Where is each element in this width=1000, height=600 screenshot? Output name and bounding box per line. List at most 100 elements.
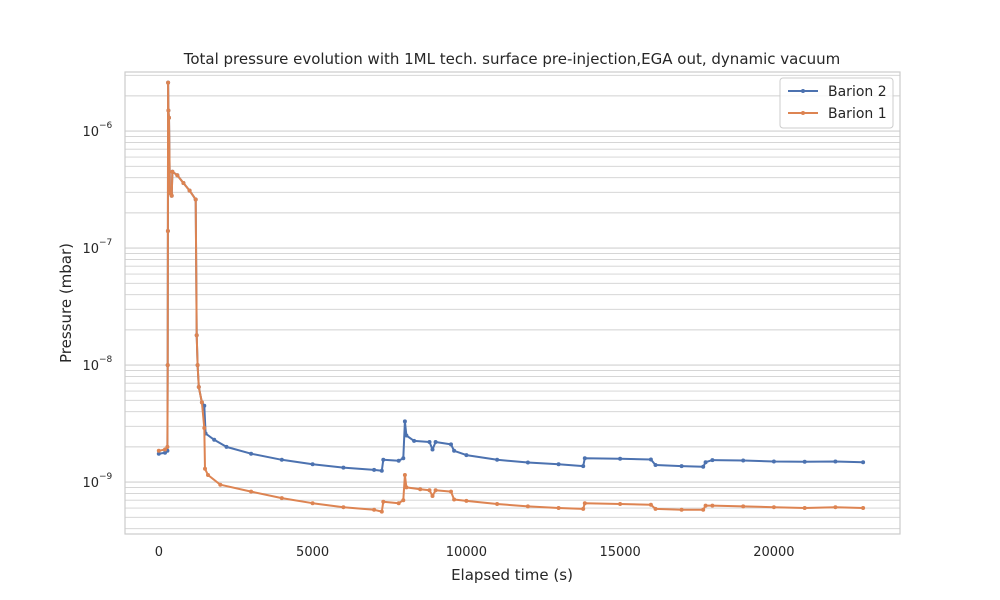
data-point xyxy=(833,505,838,510)
data-point xyxy=(396,458,401,463)
data-point xyxy=(464,498,469,503)
data-point xyxy=(771,459,776,464)
data-point xyxy=(427,440,432,444)
data-point xyxy=(402,419,407,424)
data-point xyxy=(525,504,530,509)
y-tick-exponent: −6 xyxy=(99,121,113,131)
data-point xyxy=(341,505,346,510)
data-point xyxy=(279,496,284,501)
data-point xyxy=(741,458,746,463)
data-point xyxy=(653,506,658,511)
legend: Barion 2 Barion 1 xyxy=(779,77,894,129)
y-tick-label: 10 xyxy=(82,242,99,257)
data-point xyxy=(701,507,706,512)
data-point xyxy=(206,473,210,477)
data-point xyxy=(165,229,170,233)
data-point xyxy=(741,504,746,509)
data-point xyxy=(381,457,386,462)
y-tick-label: 10 xyxy=(82,359,99,374)
data-point xyxy=(802,506,807,510)
data-point xyxy=(341,465,346,470)
y-axis-ticks: 10−910−810−710−6 xyxy=(82,121,112,491)
data-point xyxy=(401,498,406,503)
data-point xyxy=(195,363,200,368)
data-point xyxy=(163,447,167,452)
data-point xyxy=(404,485,409,490)
data-point xyxy=(310,501,315,506)
data-point xyxy=(249,489,254,494)
data-point xyxy=(618,456,623,461)
data-point xyxy=(401,456,406,461)
data-point xyxy=(372,467,377,472)
data-point xyxy=(618,502,623,506)
data-point xyxy=(181,181,186,185)
data-point xyxy=(648,457,653,462)
data-point xyxy=(166,80,171,85)
data-point xyxy=(452,497,457,502)
legend-label-barion-1: Barion 1 xyxy=(828,106,887,122)
data-point xyxy=(449,442,453,447)
data-point xyxy=(203,466,207,471)
x-axis-ticks: 0 5000 10000 15000 20000 xyxy=(155,545,795,560)
data-point xyxy=(381,499,386,504)
data-point xyxy=(199,400,204,405)
data-point xyxy=(418,487,423,492)
data-point xyxy=(861,460,866,465)
data-point xyxy=(802,459,807,464)
data-point xyxy=(187,188,192,193)
chart-title: Total pressure evolution with 1ML tech. … xyxy=(183,50,841,68)
data-point xyxy=(495,502,500,506)
data-point xyxy=(167,115,171,120)
data-point xyxy=(404,433,409,438)
grid xyxy=(125,74,900,530)
data-point xyxy=(166,108,171,113)
data-point xyxy=(279,457,284,462)
data-point xyxy=(833,459,838,464)
data-point xyxy=(218,482,223,487)
x-axis-label: Elapsed time (s) xyxy=(451,566,573,584)
data-point xyxy=(194,333,199,338)
data-point xyxy=(412,438,417,443)
data-point xyxy=(427,488,432,493)
y-axis-label: Pressure (mbar) xyxy=(57,243,75,363)
data-point xyxy=(212,437,217,442)
x-tick-label: 10000 xyxy=(446,545,487,560)
legend-marker-barion-2 xyxy=(801,89,805,93)
data-point xyxy=(165,363,170,368)
data-point xyxy=(679,464,684,469)
y-tick-exponent: −7 xyxy=(99,238,112,248)
data-point xyxy=(156,451,161,456)
x-tick-label: 20000 xyxy=(753,545,794,560)
data-point xyxy=(402,473,407,477)
data-point xyxy=(452,448,457,453)
x-tick-label: 5000 xyxy=(296,545,329,560)
data-point xyxy=(170,169,175,174)
data-point xyxy=(433,488,438,493)
data-point xyxy=(581,506,586,511)
data-point xyxy=(379,509,384,514)
x-tick-label: 15000 xyxy=(599,545,640,560)
data-point xyxy=(495,457,500,462)
data-point xyxy=(525,460,530,465)
y-tick-exponent: −9 xyxy=(99,472,113,482)
data-point xyxy=(861,506,866,510)
series-markers xyxy=(156,80,866,514)
y-tick-exponent: −8 xyxy=(99,355,113,365)
data-point xyxy=(653,463,658,467)
y-tick-label: 10 xyxy=(82,125,99,140)
legend-label-barion-2: Barion 2 xyxy=(828,84,887,100)
data-point xyxy=(710,458,715,463)
x-tick-label: 0 xyxy=(155,545,163,560)
data-point xyxy=(196,385,201,389)
data-point xyxy=(310,462,315,467)
data-point xyxy=(648,502,653,507)
data-point xyxy=(582,501,587,506)
y-tick-label: 10 xyxy=(82,476,99,491)
data-point xyxy=(249,451,254,456)
data-point xyxy=(202,426,207,430)
data-point xyxy=(701,464,706,469)
data-point xyxy=(396,501,401,506)
legend-marker-barion-1 xyxy=(801,111,805,115)
data-point xyxy=(703,503,708,508)
